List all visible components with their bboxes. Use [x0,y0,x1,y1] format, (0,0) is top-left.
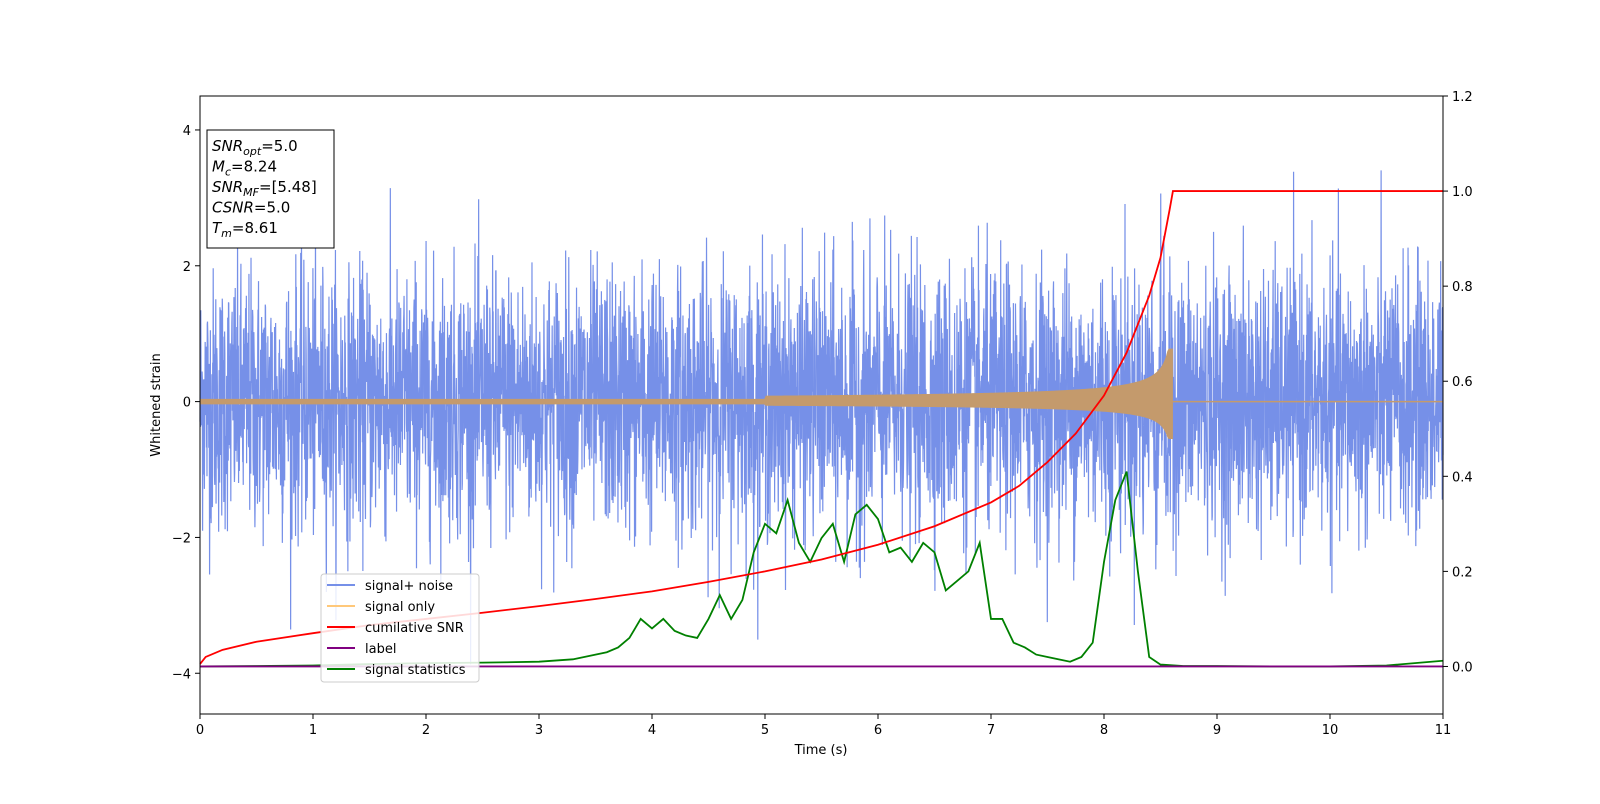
annotation-value: =5.0 [254,199,290,217]
x-tick-label: 9 [1213,723,1221,738]
annotation-line: SNRMF=[5.48] [212,178,317,199]
y-right-tick-label: 1.2 [1452,90,1473,105]
annotation-subscript: MF [243,186,259,199]
annotation-subscript: opt [243,145,262,158]
x-tick-label: 0 [196,723,204,738]
signal-noise-series [199,170,1444,665]
annotation-symbol: SNR [212,137,243,155]
annotation-symbol: CSNR [212,199,254,217]
x-tick-label: 3 [535,723,543,738]
legend-label: signal statistics [365,663,466,678]
annotation-value: =8.61 [232,219,278,237]
y-right-tick-label: 0.8 [1452,280,1473,295]
annotation-symbol: M [212,158,225,176]
parameter-annotation-box: SNRopt=5.0Mc=8.24SNRMF=[5.48]CSNR=5.0Tm=… [206,129,335,249]
y-right-tick-label: 0.0 [1452,660,1473,675]
annotation-line: SNRopt=5.0 [212,137,298,158]
annotation-symbol: SNR [212,178,243,196]
x-tick-label: 8 [1100,723,1108,738]
y-left-tick-label: 0 [183,396,191,411]
y-right-tick-label: 0.2 [1452,565,1473,580]
legend: signal+ noise signal only cumilative SNR la… [320,573,480,683]
annotation-box [206,129,335,249]
x-axis-label: Time (s) [794,743,848,758]
x-tick-label: 1 [309,723,317,738]
y-axis-left-ticks: 4 2 0 −2 −4 [172,124,200,682]
annotation-symbol: T [212,219,223,237]
y-left-tick-label: −4 [172,667,191,682]
annotation-value: =8.24 [231,158,277,176]
annotation-subscript: m [221,227,232,240]
annotation-line: Mc=8.24 [212,158,277,179]
annotation-line: CSNR=5.0 [212,199,290,217]
x-tick-label: 4 [648,723,656,738]
signal-noise-line [199,170,1444,665]
x-axis-ticks: 0 1 2 3 4 5 6 7 8 9 10 11 [196,714,1451,738]
y-right-tick-label: 0.4 [1452,470,1473,485]
y-left-tick-label: 2 [183,260,191,275]
signal-only-envelope [200,348,1173,439]
x-tick-label: 6 [874,723,882,738]
annotation-value: =[5.48] [259,178,317,196]
legend-label: label [365,642,396,657]
legend-label: signal+ noise [365,579,453,594]
legend-label: cumilative SNR [365,621,464,636]
x-tick-label: 10 [1322,723,1339,738]
signal-statistics-line [199,471,1444,668]
axes-frame [199,95,1444,715]
y-left-tick-label: −2 [172,531,191,546]
y-left-tick-label: 4 [183,124,191,139]
annotation-line: Tm=8.61 [212,219,278,240]
y-axis-label: Whitened strain [149,353,164,456]
legend-label: signal only [365,600,435,615]
y-right-tick-label: 0.6 [1452,375,1473,390]
x-tick-label: 11 [1435,723,1452,738]
annotation-value: =5.0 [261,137,297,155]
x-tick-label: 5 [761,723,769,738]
signal-only-series [200,348,1443,439]
y-axis-right-ticks: 1.2 1.0 0.8 0.6 0.4 0.2 0.0 [1443,90,1473,675]
x-tick-label: 2 [422,723,430,738]
annotation-subscript: c [225,166,231,179]
y-right-tick-label: 1.0 [1452,185,1473,200]
legend-box [320,573,480,683]
x-tick-label: 7 [987,723,995,738]
